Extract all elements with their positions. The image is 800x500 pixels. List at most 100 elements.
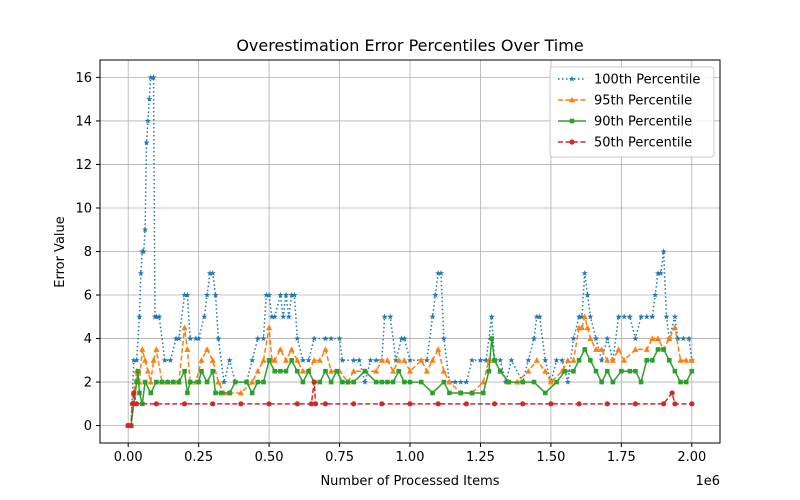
data-point xyxy=(128,423,133,428)
y-tick-label: 16 xyxy=(75,71,92,86)
y-tick-label: 8 xyxy=(84,245,92,260)
data-point xyxy=(334,369,339,374)
data-point xyxy=(520,401,525,406)
data-point xyxy=(380,380,385,385)
data-point xyxy=(177,380,182,385)
x-axis-title: Number of Processed Items xyxy=(320,474,499,489)
data-point xyxy=(379,401,384,406)
data-point xyxy=(506,380,511,385)
data-point xyxy=(256,380,261,385)
data-point xyxy=(244,380,249,385)
data-point xyxy=(520,380,525,385)
data-point xyxy=(644,358,649,363)
data-point xyxy=(436,401,441,406)
data-point xyxy=(492,358,497,363)
data-point xyxy=(407,401,412,406)
legend-marker xyxy=(570,119,575,124)
data-point xyxy=(661,401,666,406)
data-point xyxy=(213,391,218,396)
data-point xyxy=(576,401,581,406)
data-point xyxy=(160,380,165,385)
data-point xyxy=(689,401,694,406)
data-point xyxy=(582,347,587,352)
data-point xyxy=(498,369,503,374)
legend-marker xyxy=(569,139,574,144)
data-point xyxy=(323,401,328,406)
data-point xyxy=(136,369,141,374)
x-axis-offset-text: 1e6 xyxy=(695,474,720,489)
data-point xyxy=(548,401,553,406)
data-point xyxy=(408,380,413,385)
data-point xyxy=(134,380,139,385)
y-tick-label: 12 xyxy=(75,158,92,173)
y-axis-title: Error Value xyxy=(53,216,68,288)
data-point xyxy=(543,391,548,396)
x-tick-label: 0.75 xyxy=(325,450,354,465)
data-point xyxy=(351,401,356,406)
data-point xyxy=(605,369,610,374)
x-tick-label: 2.00 xyxy=(677,450,706,465)
data-point xyxy=(554,380,559,385)
legend-label: 100th Percentile xyxy=(594,73,700,88)
data-point xyxy=(619,369,624,374)
x-tick-label: 0.25 xyxy=(184,450,213,465)
data-point xyxy=(210,369,215,374)
data-point xyxy=(599,380,604,385)
data-point xyxy=(227,391,232,396)
data-point xyxy=(492,401,497,406)
x-tick-label: 1.25 xyxy=(466,450,495,465)
data-point xyxy=(673,369,678,374)
data-point xyxy=(233,380,238,385)
data-point xyxy=(266,401,271,406)
data-point xyxy=(605,401,610,406)
data-point xyxy=(571,369,576,374)
data-point xyxy=(196,380,201,385)
data-point xyxy=(487,369,492,374)
data-point xyxy=(396,369,401,374)
x-tick-label: 1.75 xyxy=(607,450,636,465)
data-point xyxy=(661,347,666,352)
data-point xyxy=(148,391,153,396)
x-tick-label: 1.50 xyxy=(536,450,565,465)
data-point xyxy=(323,369,328,374)
data-point xyxy=(210,401,215,406)
data-point xyxy=(464,401,469,406)
data-point xyxy=(301,380,306,385)
data-point xyxy=(250,391,255,396)
data-point xyxy=(154,380,159,385)
data-point xyxy=(489,336,494,341)
y-tick-label: 2 xyxy=(84,376,92,391)
data-point xyxy=(391,380,396,385)
data-point xyxy=(430,391,435,396)
data-point xyxy=(182,401,187,406)
data-point xyxy=(171,380,176,385)
data-point xyxy=(577,358,582,363)
data-point xyxy=(295,401,300,406)
data-point xyxy=(284,369,289,374)
y-tick-label: 6 xyxy=(84,289,92,304)
legend-label: 95th Percentile xyxy=(594,94,692,109)
data-point xyxy=(633,401,638,406)
chart-title: Overestimation Error Percentiles Over Ti… xyxy=(236,36,583,55)
data-point xyxy=(312,379,317,384)
data-point xyxy=(611,380,616,385)
data-point xyxy=(402,380,407,385)
data-point xyxy=(374,380,379,385)
x-tick-label: 0.00 xyxy=(114,450,143,465)
data-point xyxy=(628,369,633,374)
data-point xyxy=(272,369,277,374)
y-tick-label: 4 xyxy=(84,332,92,347)
data-point xyxy=(532,380,537,385)
data-point xyxy=(199,369,204,374)
data-point xyxy=(419,380,424,385)
data-point xyxy=(154,401,159,406)
x-tick-label: 0.50 xyxy=(255,450,284,465)
data-point xyxy=(261,380,266,385)
data-point xyxy=(633,369,638,374)
data-point xyxy=(306,369,311,374)
data-point xyxy=(267,358,272,363)
data-point xyxy=(182,369,187,374)
data-point xyxy=(650,358,655,363)
data-point xyxy=(667,358,672,363)
